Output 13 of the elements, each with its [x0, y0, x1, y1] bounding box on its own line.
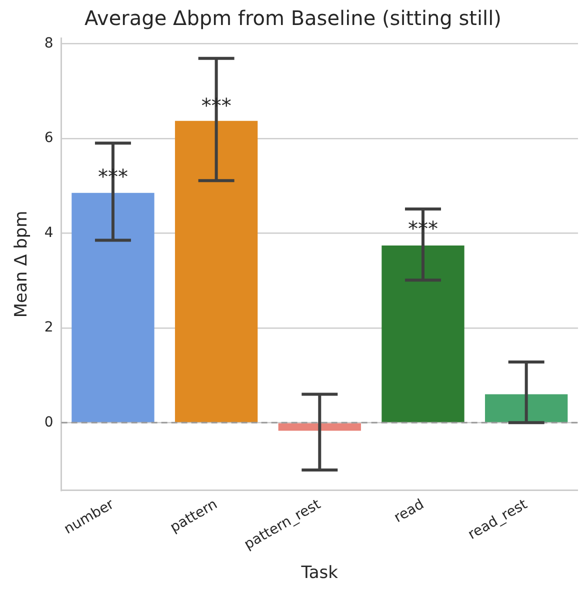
y-axis-title: Mean Δ bpm	[12, 210, 32, 318]
y-tick-label: 8	[44, 35, 54, 52]
y-tick-label: 0	[44, 414, 54, 430]
y-tick-label: 6	[44, 130, 54, 146]
bar	[382, 245, 464, 422]
bar	[174, 120, 258, 422]
bar	[484, 394, 568, 422]
chart-title: Average Δbpm from Baseline (sitting still)	[84, 6, 502, 30]
bar	[278, 423, 361, 431]
bar	[72, 192, 154, 422]
y-tick-label: 2	[44, 320, 54, 336]
y-tick-label: 4	[44, 224, 54, 241]
x-axis-title: Task	[300, 563, 338, 584]
